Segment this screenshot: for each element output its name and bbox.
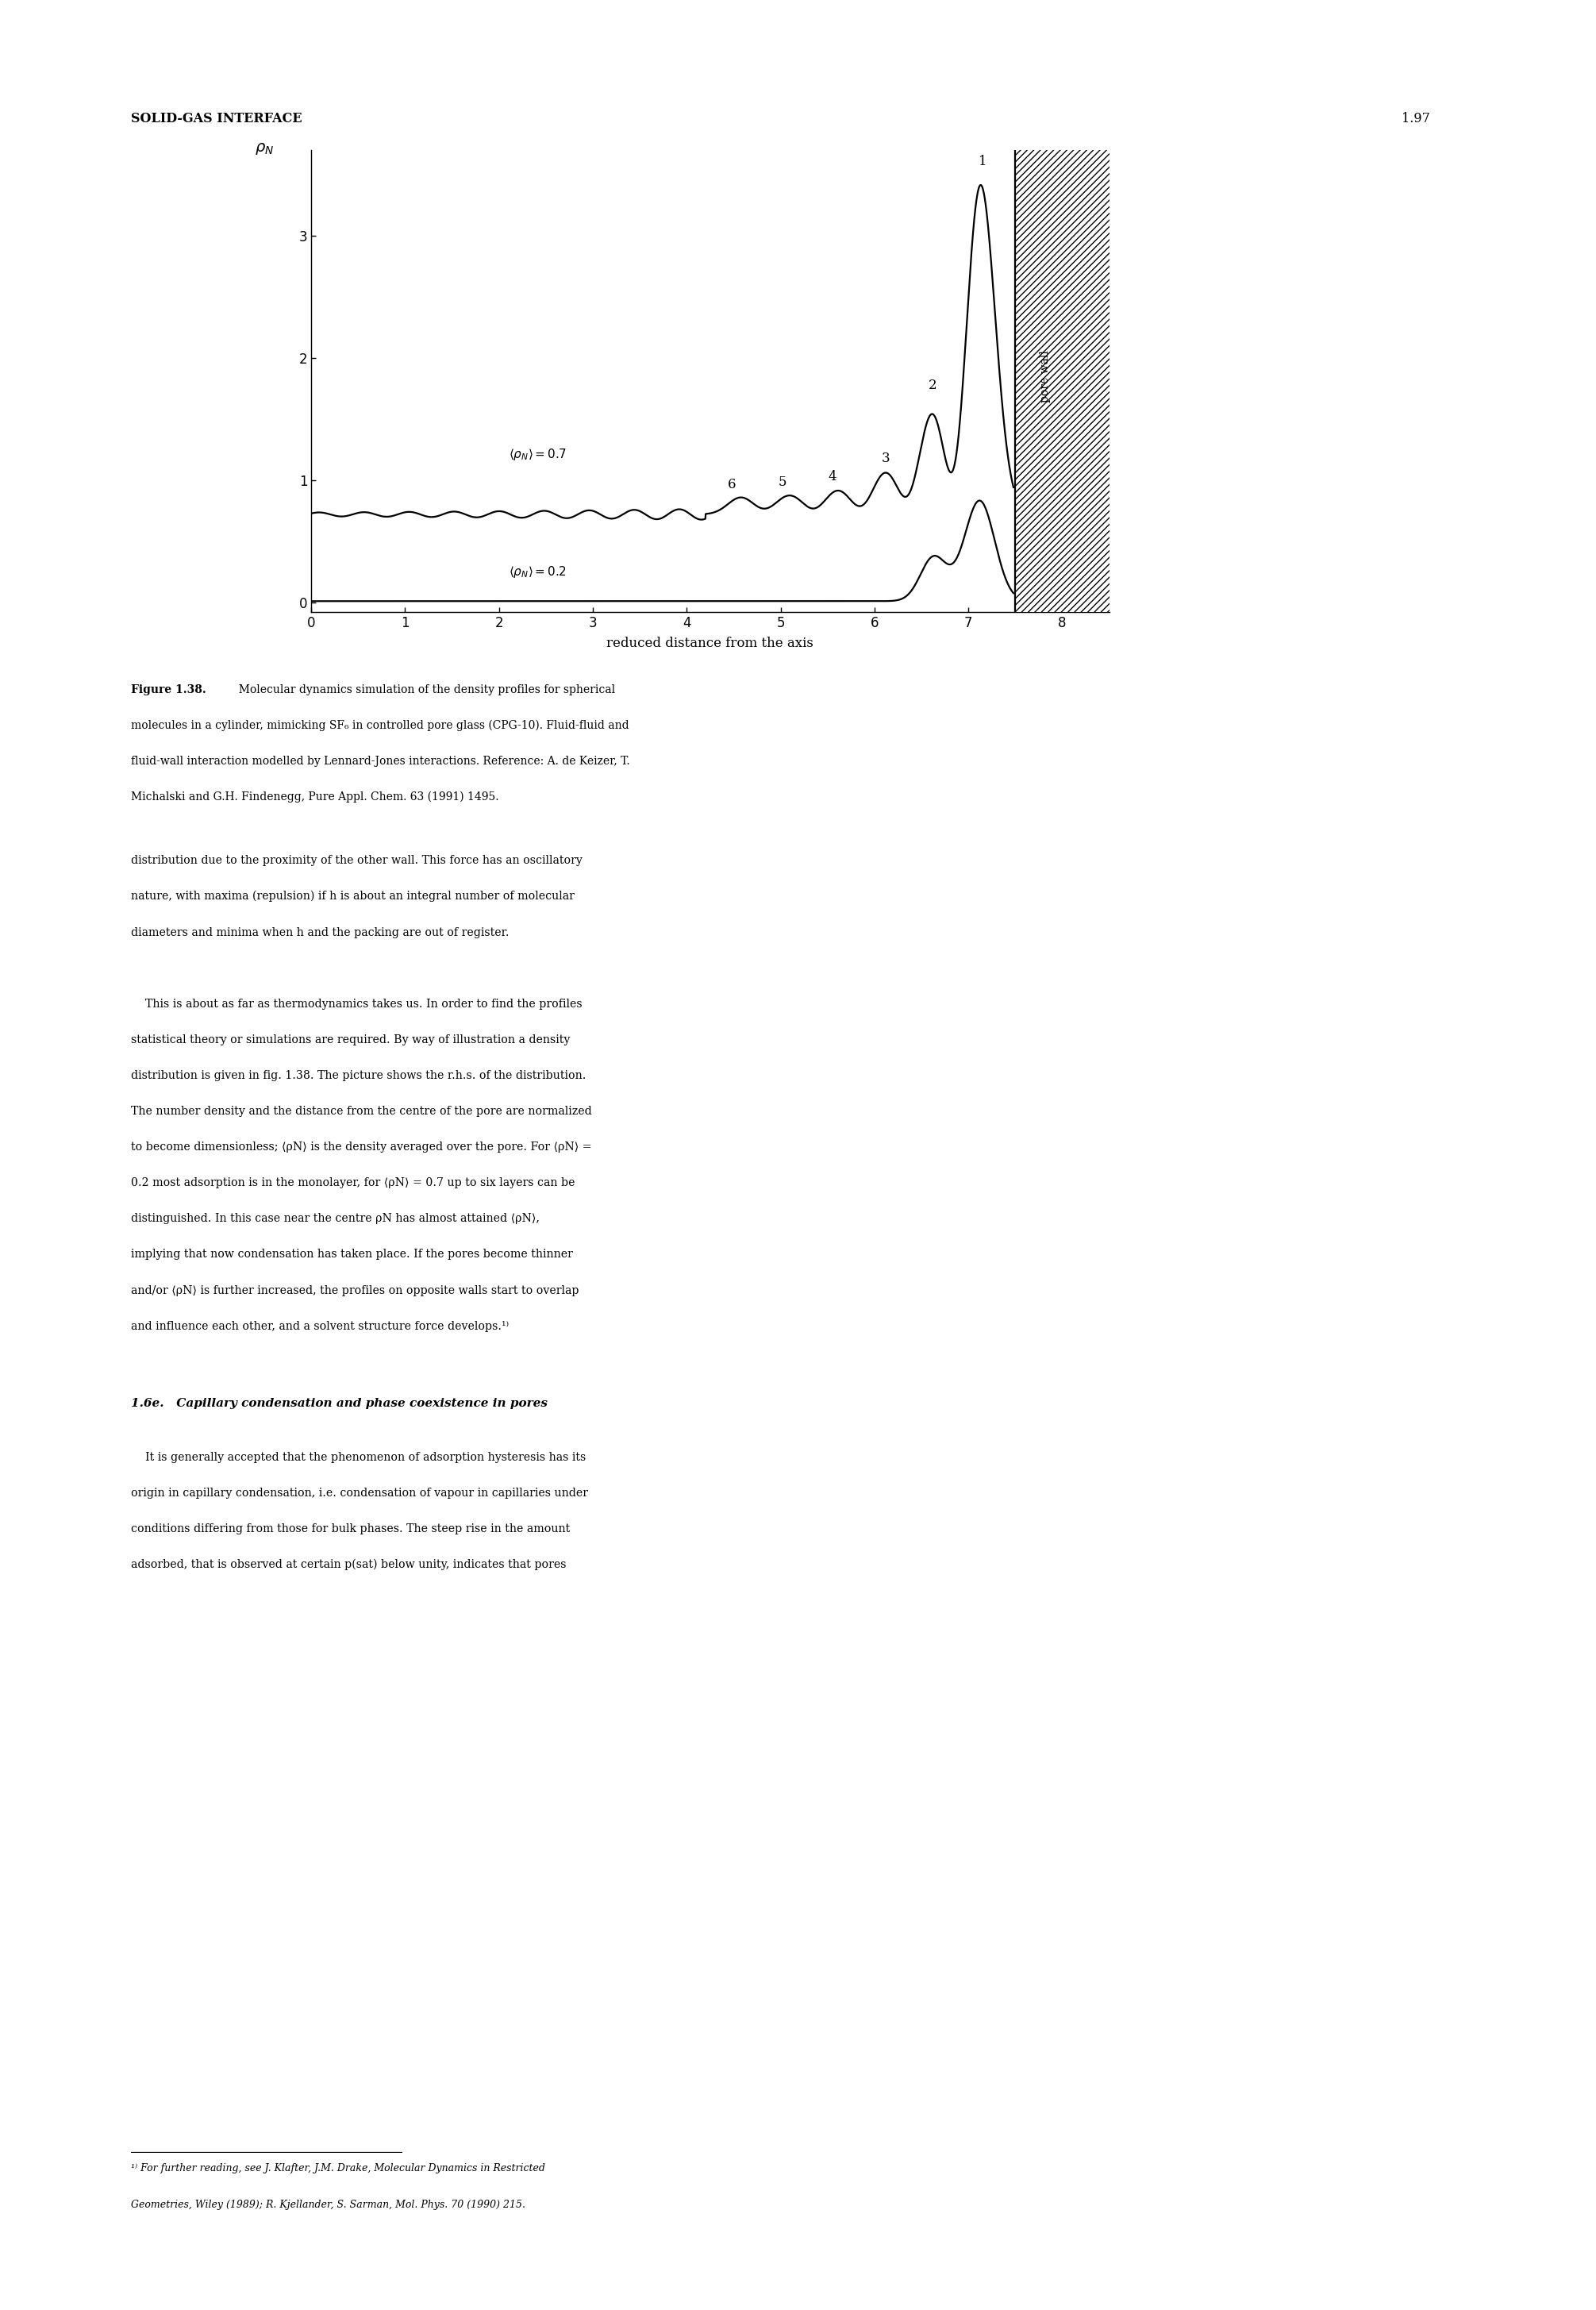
X-axis label: reduced distance from the axis: reduced distance from the axis	[606, 638, 814, 651]
Text: $\rho_N$: $\rho_N$	[255, 141, 275, 157]
Text: 4: 4	[828, 471, 836, 483]
Text: This is about as far as thermodynamics takes us. In order to find the profiles: This is about as far as thermodynamics t…	[131, 998, 583, 1009]
Text: The number density and the distance from the centre of the pore are normalized: The number density and the distance from…	[131, 1106, 592, 1118]
Text: ¹⁾ For further reading, see J. Klafter, J.M. Drake, Molecular Dynamics in Restri: ¹⁾ For further reading, see J. Klafter, …	[131, 2164, 546, 2174]
Text: 1.6e.   Capillary condensation and phase coexistence in pores: 1.6e. Capillary condensation and phase c…	[131, 1398, 547, 1409]
Text: pore wall: pore wall	[1041, 351, 1050, 402]
Text: 1: 1	[978, 155, 986, 169]
Text: distinguished. In this case near the centre ρN has almost attained ⟨ρN⟩,: distinguished. In this case near the cen…	[131, 1213, 539, 1224]
Text: and influence each other, and a solvent structure force develops.¹⁾: and influence each other, and a solvent …	[131, 1321, 509, 1333]
Text: It is generally accepted that the phenomenon of adsorption hysteresis has its: It is generally accepted that the phenom…	[131, 1451, 586, 1462]
Text: 0.2 most adsorption is in the monolayer, for ⟨ρN⟩ = 0.7 up to six layers can be: 0.2 most adsorption is in the monolayer,…	[131, 1178, 575, 1190]
Text: $\langle\rho_N\rangle = 0.2$: $\langle\rho_N\rangle = 0.2$	[509, 564, 567, 580]
Text: Molecular dynamics simulation of the density profiles for spherical: Molecular dynamics simulation of the den…	[231, 684, 614, 695]
Text: adsorbed, that is observed at certain p(sat) below unity, indicates that pores: adsorbed, that is observed at certain p(…	[131, 1559, 567, 1571]
Text: distribution is given in fig. 1.38. The picture shows the r.h.s. of the distribu: distribution is given in fig. 1.38. The …	[131, 1070, 586, 1081]
Text: diameters and minima when h and the packing are out of register.: diameters and minima when h and the pack…	[131, 926, 509, 938]
Text: SOLID-GAS INTERFACE: SOLID-GAS INTERFACE	[131, 113, 302, 125]
Text: 3: 3	[881, 453, 891, 467]
Text: molecules in a cylinder, mimicking SF₆ in controlled pore glass (CPG-10). Fluid-: molecules in a cylinder, mimicking SF₆ i…	[131, 721, 629, 732]
Text: $\langle\rho_N\rangle = 0.7$: $\langle\rho_N\rangle = 0.7$	[509, 448, 567, 462]
Text: 6: 6	[728, 478, 736, 492]
Text: Geometries, Wiley (1989); R. Kjellander, S. Sarman, Mol. Phys. 70 (1990) 215.: Geometries, Wiley (1989); R. Kjellander,…	[131, 2199, 525, 2211]
Text: and/or ⟨ρN⟩ is further increased, the profiles on opposite walls start to overla: and/or ⟨ρN⟩ is further increased, the pr…	[131, 1284, 579, 1296]
Text: fluid-wall interaction modelled by Lennard-Jones interactions. Reference: A. de : fluid-wall interaction modelled by Lenna…	[131, 755, 630, 767]
Text: 2: 2	[929, 379, 937, 393]
Text: 5: 5	[779, 476, 787, 490]
Text: origin in capillary condensation, i.e. condensation of vapour in capillaries und: origin in capillary condensation, i.e. c…	[131, 1488, 587, 1499]
Bar	[1015, 53, 1109, 663]
Text: 1.97: 1.97	[1401, 113, 1430, 125]
Text: conditions differing from those for bulk phases. The steep rise in the amount: conditions differing from those for bulk…	[131, 1522, 570, 1534]
Text: implying that now condensation has taken place. If the pores become thinner: implying that now condensation has taken…	[131, 1250, 573, 1261]
Text: Michalski and G.H. Findenegg, Pure Appl. Chem. 63 (1991) 1495.: Michalski and G.H. Findenegg, Pure Appl.…	[131, 792, 498, 804]
Text: to become dimensionless; ⟨ρN⟩ is the density averaged over the pore. For ⟨ρN⟩ =: to become dimensionless; ⟨ρN⟩ is the den…	[131, 1141, 592, 1153]
Text: statistical theory or simulations are required. By way of illustration a density: statistical theory or simulations are re…	[131, 1035, 570, 1046]
Text: Figure 1.38.: Figure 1.38.	[131, 684, 206, 695]
Text: nature, with maxima (repulsion) if h is about an integral number of molecular: nature, with maxima (repulsion) if h is …	[131, 892, 575, 903]
Text: distribution due to the proximity of the other wall. This force has an oscillato: distribution due to the proximity of the…	[131, 855, 583, 866]
